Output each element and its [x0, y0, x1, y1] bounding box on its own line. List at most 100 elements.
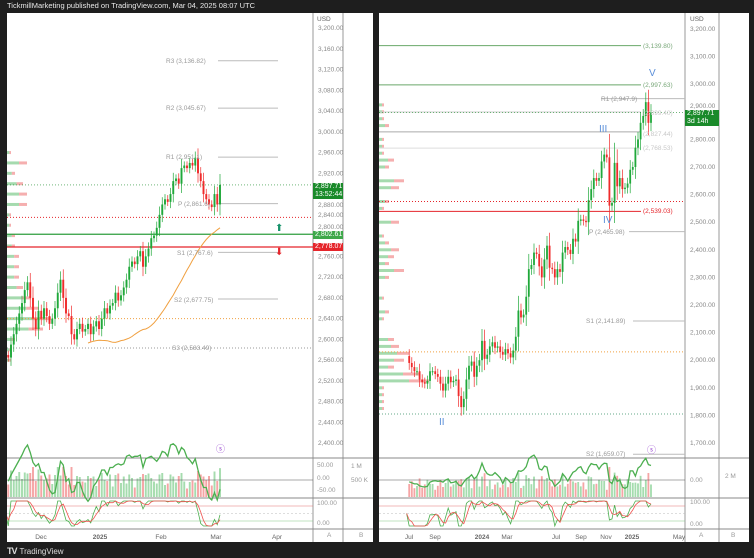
- red-level-tag: 2,778.07: [313, 243, 343, 251]
- axis-column-a[interactable]: A: [699, 532, 704, 539]
- price-axis-tick: 2,880.00: [318, 202, 344, 209]
- volume-profile-bar: [11, 171, 15, 175]
- candle: [199, 173, 202, 182]
- volume-bar: [177, 476, 180, 497]
- candle: [100, 318, 103, 330]
- axis-column-b[interactable]: B: [731, 532, 736, 539]
- volume-bar: [43, 480, 45, 497]
- candle: [29, 282, 32, 298]
- volume-profile-bar: [7, 348, 10, 352]
- candle: [155, 227, 158, 236]
- volume-bar: [117, 473, 120, 497]
- stoch-d-line: [406, 500, 652, 527]
- volume-bar: [219, 468, 221, 497]
- right-chart-canvas[interactable]: 3,200.00 3,100.00 3,000.00 2,900.00 2,800.00…: [379, 13, 749, 542]
- volume-bar: [67, 484, 70, 497]
- volume-bar: [434, 489, 437, 497]
- candle: [103, 308, 106, 319]
- volume-bar: [618, 478, 621, 497]
- volume-bar: [501, 484, 504, 497]
- volume-profile-bar: [391, 186, 399, 190]
- volume-bar: [208, 476, 210, 497]
- osc-axis-tick: 0.00: [690, 521, 703, 528]
- candle: [183, 165, 186, 169]
- volume-profile-bar: [7, 337, 12, 341]
- tradingview-logo[interactable]: TV TradingView: [7, 546, 64, 556]
- right-chart-panel[interactable]: 3,200.00 3,100.00 3,000.00 2,900.00 2,800.00…: [379, 13, 749, 542]
- left-chart-panel[interactable]: 3,200.00 3,160.00 3,120.00 3,080.00 3,040.00…: [7, 13, 373, 542]
- candle: [109, 305, 111, 314]
- stoch-k-line: [406, 500, 652, 528]
- candle: [117, 292, 120, 301]
- price-axis-tick: 2,560.00: [318, 357, 344, 364]
- volume-profile-bar: [385, 310, 389, 314]
- pivot-r3-label: R3 (3,136.82): [166, 58, 206, 65]
- volume-profile-bar: [379, 144, 382, 148]
- candle: [538, 253, 541, 267]
- pivot-s2-label: S2 (2,677.75): [174, 297, 214, 304]
- wave-iii-label: III: [599, 124, 608, 135]
- axis-column-a[interactable]: A: [327, 532, 332, 539]
- candle: [150, 238, 153, 249]
- candle: [499, 346, 502, 352]
- candle: [21, 303, 23, 314]
- volume-bar: [15, 476, 18, 497]
- momentum-line: [7, 443, 221, 503]
- volume-bar: [26, 473, 29, 497]
- candle: [23, 290, 26, 304]
- volume-profile-bar: [7, 213, 10, 217]
- volume-bar: [45, 478, 48, 497]
- candle: [483, 340, 486, 359]
- volume-bar: [582, 482, 585, 497]
- volume-profile-bar: [9, 213, 11, 217]
- volume-bar: [413, 488, 416, 497]
- volume-bar: [78, 477, 81, 497]
- volume-bar: [556, 486, 559, 497]
- volume-bar: [613, 472, 616, 497]
- candle: [32, 297, 34, 319]
- candle: [530, 264, 533, 270]
- volume-bar: [426, 479, 429, 497]
- candle: [603, 154, 606, 162]
- lightning-event-icon[interactable]: ⓢ: [216, 444, 226, 454]
- candle: [561, 252, 564, 272]
- volume-profile-bar: [388, 255, 394, 259]
- candle: [15, 323, 18, 335]
- left-chart-canvas[interactable]: 3,200.00 3,160.00 3,120.00 3,080.00 3,040.00…: [7, 13, 373, 542]
- volume-bar: [496, 482, 499, 497]
- volume-bar: [574, 482, 577, 497]
- last-price: 2,897.71: [315, 183, 343, 190]
- volume-profile-bar: [379, 103, 382, 107]
- volume-bar: [191, 480, 194, 497]
- candle: [169, 194, 172, 202]
- candle: [7, 354, 10, 358]
- volume-bar: [161, 473, 164, 497]
- price-axis-tick: 2,600.00: [690, 192, 716, 199]
- volume-profile-bar: [379, 234, 382, 238]
- volume-bar: [616, 475, 619, 497]
- volume-bar: [468, 477, 470, 497]
- price-axis-tick: 1,900.00: [690, 385, 716, 392]
- pivot-r1-label: R1 (2,951.1): [166, 154, 203, 161]
- candle: [89, 323, 92, 335]
- candle: [527, 269, 530, 297]
- volume-profile-bar: [379, 379, 409, 383]
- volume-bar: [436, 485, 439, 497]
- level-3139-label: (3,139.80): [643, 43, 673, 50]
- lightning-event-icon[interactable]: ⓢ: [647, 445, 657, 455]
- price-axis-tick: 3,200.00: [690, 26, 716, 33]
- candle: [73, 334, 76, 340]
- currency-label: USD: [317, 16, 331, 23]
- volume-bar: [624, 484, 626, 497]
- volume-profile-bar: [9, 358, 11, 362]
- candle: [611, 202, 613, 206]
- volume-bar: [457, 480, 460, 497]
- candle: [546, 245, 548, 260]
- volume-profile-bar: [7, 254, 15, 258]
- price-axis-tick: 2,900.00: [690, 103, 716, 110]
- volume-bar: [590, 477, 593, 497]
- candle: [514, 336, 517, 351]
- axis-column-b[interactable]: B: [359, 532, 364, 539]
- level-2899-label: (2,899.40): [643, 110, 673, 117]
- moving-average-line: [87, 227, 221, 344]
